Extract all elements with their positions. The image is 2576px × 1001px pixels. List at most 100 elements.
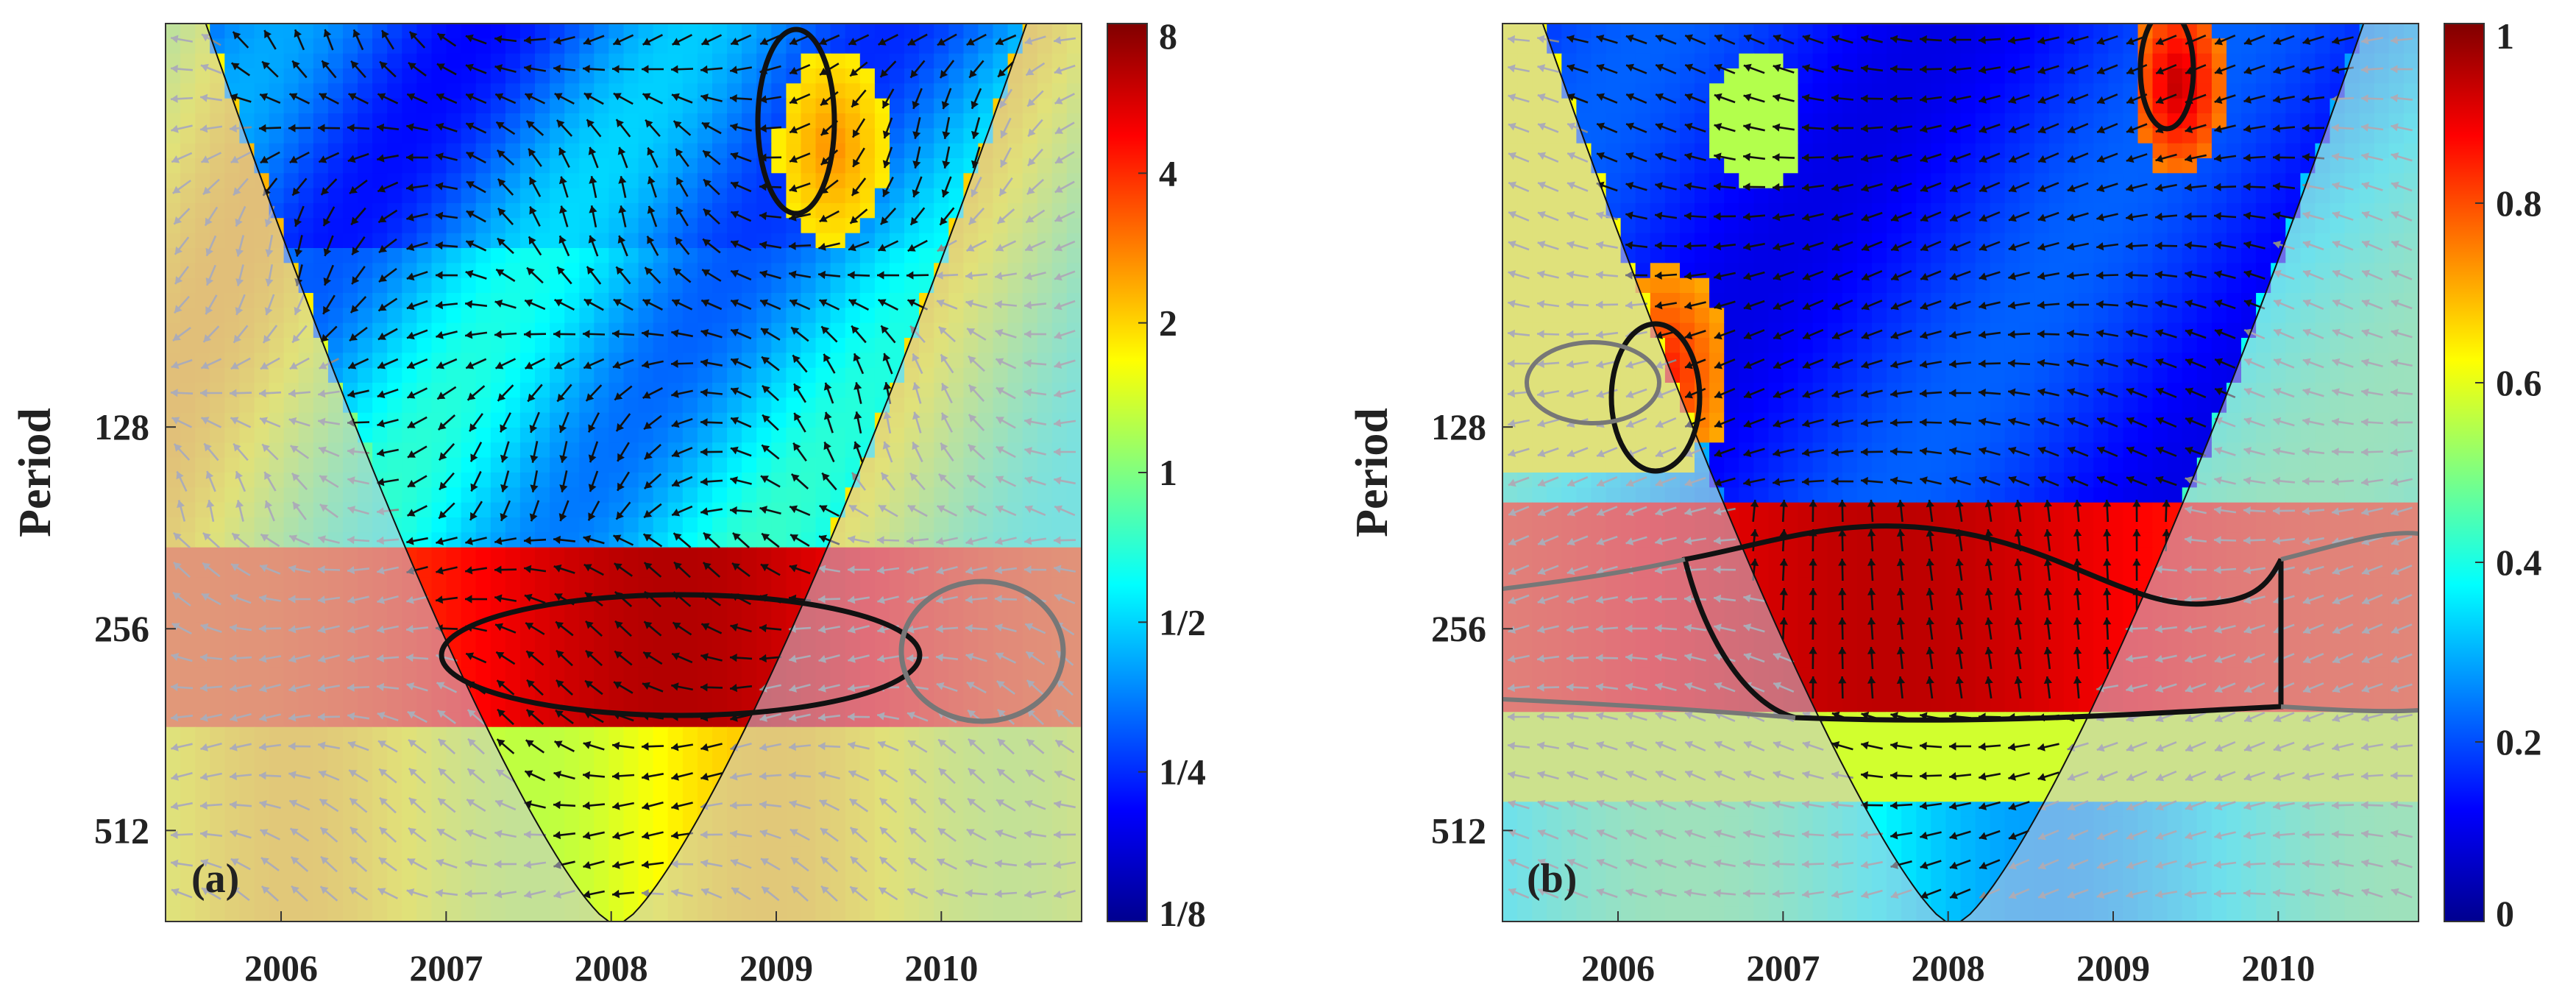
heat-cell — [475, 277, 492, 294]
phase-arrow — [582, 330, 606, 339]
heat-cell — [431, 412, 447, 428]
heat-cell — [579, 53, 595, 69]
heat-cell — [830, 188, 846, 204]
phase-arrow — [406, 123, 428, 132]
phase-arrow — [789, 93, 811, 105]
phase-arrow — [583, 831, 605, 840]
phase-arrow — [529, 206, 541, 227]
heat-cell — [475, 53, 492, 69]
heat-cell — [2211, 24, 2227, 40]
heat-cell — [550, 397, 565, 414]
phase-arrow — [556, 119, 573, 137]
heat-cell — [623, 742, 639, 758]
heat-cell — [638, 547, 654, 563]
heat-cell — [682, 457, 698, 473]
heat-cell — [2241, 83, 2257, 99]
heat-cell — [431, 248, 447, 264]
heat-cell — [446, 308, 462, 324]
heat-cell — [313, 128, 329, 144]
heat-cell — [1842, 38, 1858, 54]
heat-cell — [623, 697, 639, 713]
heat-cell — [682, 622, 698, 638]
heat-cell — [1739, 38, 1755, 54]
heat-cell — [712, 277, 728, 294]
heat-cell — [682, 771, 698, 788]
heat-cell — [904, 143, 920, 159]
heat-cell — [594, 532, 610, 548]
phase-arrow — [347, 389, 369, 398]
heat-cell — [550, 457, 565, 473]
heat-cell — [1664, 24, 1681, 40]
heat-cell — [358, 38, 373, 54]
x-tick-label: 2008 — [575, 947, 648, 988]
heat-cell — [682, 293, 698, 309]
phase-arrow — [583, 298, 604, 311]
heat-cell — [1695, 83, 1710, 99]
heat-cell — [712, 442, 728, 459]
heat-cell — [771, 562, 787, 579]
heat-cell — [890, 322, 905, 339]
heat-cell — [2123, 53, 2139, 69]
heat-cell — [535, 233, 550, 249]
heat-cell — [653, 83, 669, 99]
heat-cell — [416, 487, 433, 503]
heat-cell — [771, 412, 787, 428]
heat-cell — [475, 383, 492, 399]
heat-cell — [919, 98, 934, 114]
heat-cell — [845, 308, 861, 324]
phase-arrow — [642, 299, 663, 311]
heat-cell — [1990, 38, 2006, 54]
heat-cell — [2211, 83, 2227, 99]
phase-arrow — [730, 476, 752, 485]
heat-cell — [1931, 38, 1947, 54]
heat-cell — [682, 502, 698, 518]
heat-cell — [1856, 38, 1873, 54]
heat-cell — [653, 308, 669, 324]
heat-cell — [505, 652, 521, 668]
heat-cell — [327, 24, 344, 40]
heat-cell — [890, 293, 905, 309]
heat-cell — [727, 308, 742, 324]
heat-cell — [859, 24, 876, 40]
phase-arrow — [553, 564, 575, 574]
heat-cell — [1620, 38, 1636, 54]
heat-cell — [1827, 38, 1843, 54]
phase-arrow — [851, 89, 867, 108]
heat-cell — [254, 98, 270, 114]
heat-cell — [756, 218, 773, 234]
heat-cell — [771, 532, 787, 548]
heat-cell — [786, 38, 802, 54]
heat-cell — [1709, 38, 1725, 54]
heat-cell — [667, 637, 684, 653]
heat-cell — [298, 128, 314, 144]
heat-cell — [416, 562, 433, 579]
heat-cell — [505, 338, 521, 354]
heat-cell — [742, 502, 757, 518]
heat-cell — [623, 338, 639, 354]
heat-cell — [815, 457, 831, 473]
heat-cell — [742, 428, 757, 444]
phase-arrow — [435, 241, 458, 250]
heat-cell — [874, 83, 890, 99]
heat-cell — [594, 622, 610, 638]
phase-arrow — [730, 358, 752, 369]
heat-cell — [550, 143, 565, 159]
heat-cell — [697, 24, 713, 40]
phase-arrow — [352, 29, 364, 51]
heat-cell — [623, 607, 639, 623]
heat-cell — [608, 697, 625, 713]
heat-cell — [682, 473, 698, 489]
heat-cell — [535, 682, 550, 698]
phase-arrow — [553, 831, 576, 840]
heat-cell — [845, 38, 861, 54]
phase-arrow — [438, 443, 455, 461]
phase-arrow — [912, 88, 923, 110]
heat-cell — [579, 188, 595, 204]
heat-cell — [2196, 83, 2213, 99]
heat-cell — [505, 233, 521, 249]
heat-cell — [712, 517, 728, 534]
phase-arrow — [818, 242, 840, 251]
heat-cell — [505, 383, 521, 399]
heat-cell — [623, 233, 639, 249]
heat-cell — [594, 757, 610, 773]
